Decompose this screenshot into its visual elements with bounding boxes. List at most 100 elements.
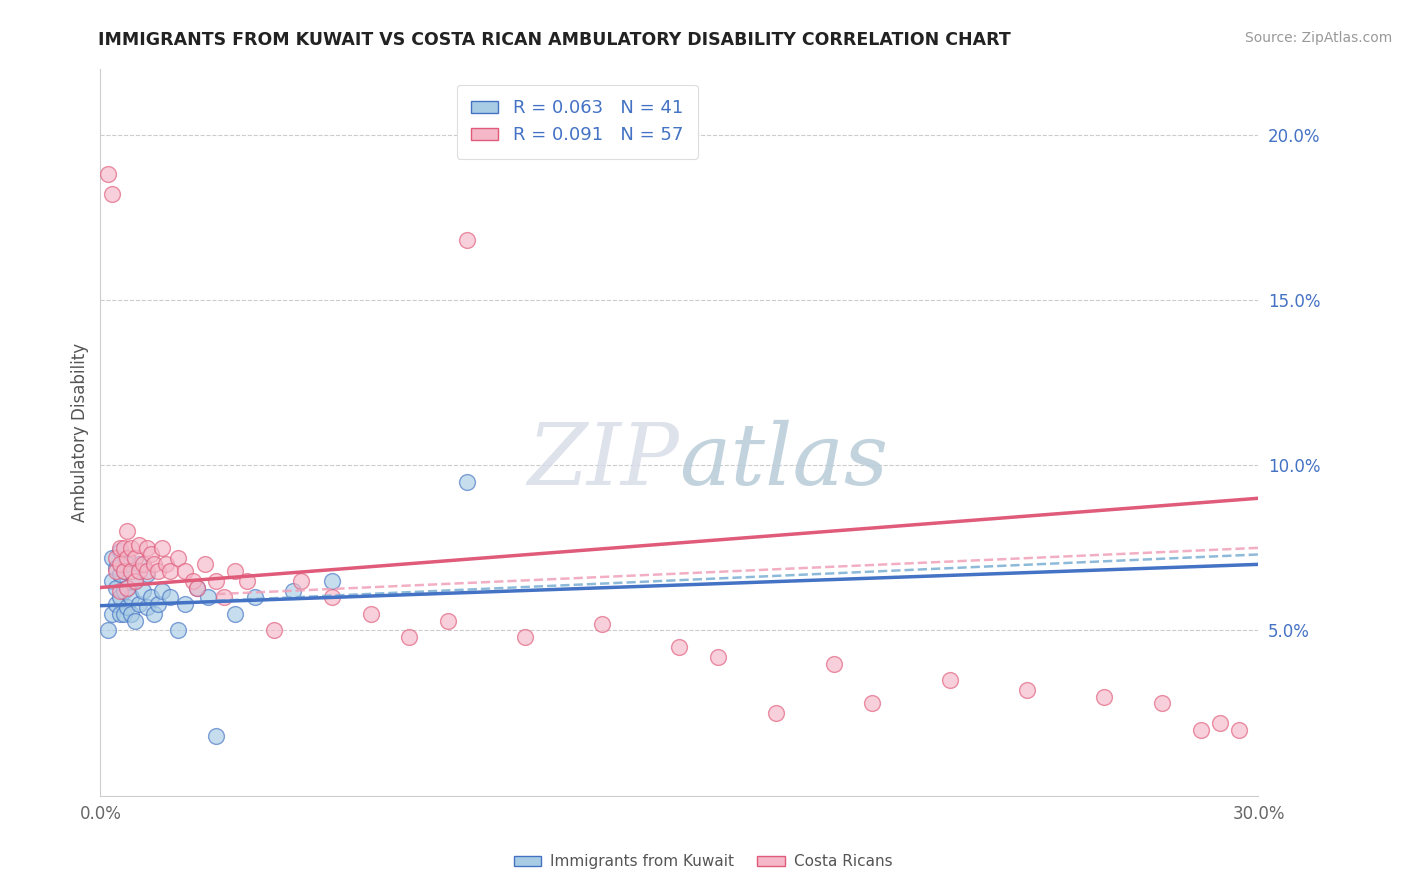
Point bbox=[707, 649, 730, 664]
Point bbox=[112, 564, 135, 578]
Point bbox=[243, 591, 266, 605]
Point bbox=[174, 564, 197, 578]
Point bbox=[148, 564, 170, 578]
Point bbox=[150, 583, 173, 598]
Point bbox=[197, 591, 219, 605]
Point bbox=[112, 583, 135, 598]
Point bbox=[159, 564, 181, 578]
Point bbox=[186, 581, 208, 595]
Point bbox=[456, 234, 478, 248]
Point bbox=[159, 591, 181, 605]
Point bbox=[104, 550, 127, 565]
Point bbox=[104, 560, 127, 574]
Point bbox=[290, 574, 312, 588]
Point bbox=[823, 657, 845, 671]
Point bbox=[139, 548, 162, 562]
Point bbox=[862, 696, 884, 710]
Point bbox=[456, 475, 478, 489]
Point bbox=[1015, 683, 1038, 698]
Point bbox=[1150, 696, 1173, 710]
Point bbox=[186, 581, 208, 595]
Point bbox=[360, 607, 382, 621]
Point bbox=[120, 607, 142, 621]
Point bbox=[139, 591, 162, 605]
Point bbox=[1092, 690, 1115, 704]
Point bbox=[143, 607, 166, 621]
Point bbox=[321, 591, 343, 605]
Point bbox=[148, 597, 170, 611]
Point bbox=[120, 541, 142, 555]
Point bbox=[263, 624, 285, 638]
Point bbox=[513, 630, 536, 644]
Point bbox=[108, 567, 131, 582]
Point bbox=[591, 616, 613, 631]
Point bbox=[108, 583, 131, 598]
Point bbox=[224, 607, 246, 621]
Point bbox=[120, 591, 142, 605]
Point bbox=[108, 541, 131, 555]
Point bbox=[321, 574, 343, 588]
Point bbox=[108, 544, 131, 558]
Point bbox=[155, 558, 177, 572]
Point bbox=[128, 558, 150, 572]
Legend: R = 0.063   N = 41, R = 0.091   N = 57: R = 0.063 N = 41, R = 0.091 N = 57 bbox=[457, 85, 697, 159]
Text: atlas: atlas bbox=[679, 420, 889, 502]
Point bbox=[108, 607, 131, 621]
Point bbox=[124, 574, 146, 588]
Point bbox=[124, 574, 146, 588]
Text: Source: ZipAtlas.com: Source: ZipAtlas.com bbox=[1244, 31, 1392, 45]
Point bbox=[97, 167, 120, 181]
Point bbox=[398, 630, 420, 644]
Point bbox=[117, 581, 139, 595]
Point bbox=[97, 624, 120, 638]
Point bbox=[205, 574, 228, 588]
Point bbox=[181, 574, 204, 588]
Point bbox=[108, 558, 131, 572]
Point bbox=[132, 583, 155, 598]
Point bbox=[128, 537, 150, 551]
Point bbox=[236, 574, 259, 588]
Point bbox=[104, 581, 127, 595]
Point bbox=[101, 550, 124, 565]
Point bbox=[117, 600, 139, 615]
Point bbox=[124, 550, 146, 565]
Text: ZIP: ZIP bbox=[527, 420, 679, 502]
Point bbox=[128, 597, 150, 611]
Point bbox=[112, 564, 135, 578]
Point bbox=[112, 541, 135, 555]
Point bbox=[205, 729, 228, 743]
Text: IMMIGRANTS FROM KUWAIT VS COSTA RICAN AMBULATORY DISABILITY CORRELATION CHART: IMMIGRANTS FROM KUWAIT VS COSTA RICAN AM… bbox=[98, 31, 1011, 49]
Point bbox=[938, 673, 960, 687]
Point bbox=[132, 558, 155, 572]
Point bbox=[117, 581, 139, 595]
Point bbox=[128, 564, 150, 578]
Point bbox=[436, 614, 458, 628]
Point bbox=[174, 597, 197, 611]
Point bbox=[135, 564, 157, 578]
Point bbox=[120, 564, 142, 578]
Point bbox=[1227, 723, 1250, 737]
Legend: Immigrants from Kuwait, Costa Ricans: Immigrants from Kuwait, Costa Ricans bbox=[508, 848, 898, 875]
Point bbox=[104, 597, 127, 611]
Point bbox=[135, 567, 157, 582]
Point bbox=[101, 607, 124, 621]
Point bbox=[166, 550, 188, 565]
Point bbox=[1189, 723, 1212, 737]
Y-axis label: Ambulatory Disability: Ambulatory Disability bbox=[72, 343, 89, 522]
Point bbox=[1209, 716, 1232, 731]
Point bbox=[224, 564, 246, 578]
Point bbox=[212, 591, 235, 605]
Point bbox=[124, 614, 146, 628]
Point bbox=[117, 558, 139, 572]
Point bbox=[194, 558, 217, 572]
Point bbox=[117, 550, 139, 565]
Point bbox=[104, 564, 127, 578]
Point bbox=[765, 706, 787, 720]
Point bbox=[101, 574, 124, 588]
Point bbox=[108, 591, 131, 605]
Point bbox=[150, 541, 173, 555]
Point bbox=[135, 600, 157, 615]
Point bbox=[143, 558, 166, 572]
Point bbox=[283, 583, 305, 598]
Point bbox=[166, 624, 188, 638]
